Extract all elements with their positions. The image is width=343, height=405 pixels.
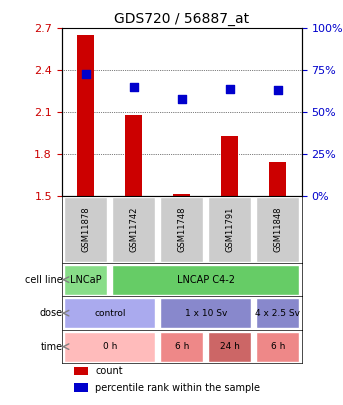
FancyBboxPatch shape bbox=[256, 197, 299, 262]
Text: GSM11848: GSM11848 bbox=[273, 207, 282, 252]
FancyBboxPatch shape bbox=[160, 332, 203, 362]
FancyBboxPatch shape bbox=[112, 197, 155, 262]
Text: LNCAP C4-2: LNCAP C4-2 bbox=[177, 275, 235, 285]
FancyBboxPatch shape bbox=[64, 298, 155, 328]
Text: 1 x 10 Sv: 1 x 10 Sv bbox=[185, 309, 227, 318]
Text: percentile rank within the sample: percentile rank within the sample bbox=[95, 383, 260, 393]
Text: time: time bbox=[40, 342, 63, 352]
Bar bbox=[74, 367, 88, 375]
FancyBboxPatch shape bbox=[64, 264, 107, 295]
FancyBboxPatch shape bbox=[160, 197, 203, 262]
Point bbox=[83, 70, 88, 77]
Text: GSM11748: GSM11748 bbox=[177, 207, 186, 252]
Bar bbox=[126, 115, 142, 196]
Text: GSM11878: GSM11878 bbox=[81, 207, 90, 252]
Text: GSM11742: GSM11742 bbox=[129, 207, 138, 252]
Point bbox=[131, 84, 137, 90]
Bar bbox=[222, 136, 238, 196]
Bar bbox=[78, 35, 94, 196]
Text: cell line: cell line bbox=[25, 275, 63, 285]
Point bbox=[179, 96, 185, 102]
Text: count: count bbox=[95, 366, 123, 376]
Text: 4 x 2.5 Sv: 4 x 2.5 Sv bbox=[255, 309, 300, 318]
Bar bbox=[270, 162, 286, 196]
Text: control: control bbox=[94, 309, 126, 318]
Text: 0 h: 0 h bbox=[103, 342, 117, 351]
Text: 6 h: 6 h bbox=[175, 342, 189, 351]
FancyBboxPatch shape bbox=[160, 298, 251, 328]
FancyBboxPatch shape bbox=[64, 332, 155, 362]
Point bbox=[275, 87, 281, 94]
Text: dose: dose bbox=[39, 308, 63, 318]
FancyBboxPatch shape bbox=[208, 332, 251, 362]
FancyBboxPatch shape bbox=[256, 298, 299, 328]
Text: LNCaP: LNCaP bbox=[70, 275, 102, 285]
FancyBboxPatch shape bbox=[208, 197, 251, 262]
Point bbox=[227, 85, 233, 92]
FancyBboxPatch shape bbox=[112, 264, 299, 295]
Title: GDS720 / 56887_at: GDS720 / 56887_at bbox=[114, 12, 249, 26]
Bar bbox=[173, 194, 190, 196]
FancyBboxPatch shape bbox=[64, 197, 107, 262]
FancyBboxPatch shape bbox=[256, 332, 299, 362]
Text: 24 h: 24 h bbox=[220, 342, 240, 351]
Bar bbox=[74, 384, 88, 392]
Text: GSM11791: GSM11791 bbox=[225, 207, 234, 252]
Text: 6 h: 6 h bbox=[271, 342, 285, 351]
